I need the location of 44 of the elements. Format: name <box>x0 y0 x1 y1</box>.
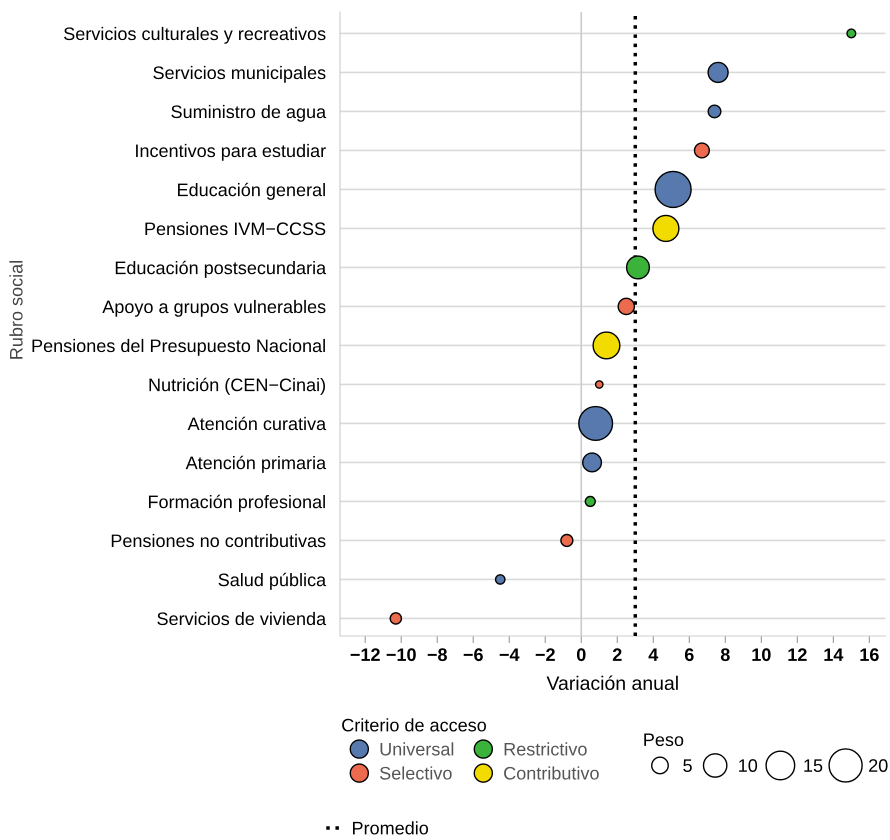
x-tick-label: 0 <box>576 648 586 662</box>
legend-label: Selectivo <box>380 766 452 780</box>
legend-label: 5 <box>683 759 692 772</box>
y-tick-label: Suministro de agua <box>171 104 326 122</box>
x-tick-label: 8 <box>720 648 730 662</box>
x-tick-label: 2 <box>612 648 622 661</box>
y-tick-label: Incentivos para estudiar <box>136 144 326 161</box>
x-axis-title: Variación anual <box>546 676 678 690</box>
y-tick-label: Atención primaria <box>186 456 326 473</box>
x-tick-label: −8 <box>428 648 447 662</box>
y-axis-title: Rubro social <box>9 261 23 359</box>
y-tick-label: Pensiones no contributivas <box>112 534 326 548</box>
legend-label: 10 <box>739 759 758 772</box>
legend-label: Promedio <box>353 821 428 835</box>
text: Peso <box>644 733 684 746</box>
y-tick-label: Pensiones del Presupuesto Nacional <box>32 338 325 356</box>
legend-label: 20 <box>869 759 888 772</box>
y-tick-label: Servicios municipales <box>153 66 326 83</box>
y-tick-label: Atención curativa <box>188 416 326 430</box>
y-tick-label: Servicios de vivienda <box>157 612 326 626</box>
y-tick-label: Servicios culturales y recreativos <box>64 26 326 44</box>
legend-title: Criterio de acceso <box>342 718 486 732</box>
x-tick-label: −10 <box>386 648 416 662</box>
x-tick-label: −12 <box>350 648 380 661</box>
x-tick-label: 4 <box>648 648 658 661</box>
y-tick-label: Apoyo a grupos vulnerables <box>102 300 326 317</box>
y-tick-label: Formación profesional <box>148 494 325 512</box>
legend-label: Universal <box>380 742 454 756</box>
x-tick-label: 10 <box>752 648 771 662</box>
y-tick-label: Salud pública <box>218 572 326 590</box>
legend-label: Restrictivo <box>504 742 587 756</box>
x-tick-label: −6 <box>464 648 483 662</box>
y-tick-label: Nutrición (CEN−Cinai) <box>150 378 325 395</box>
x-tick-label: −4 <box>500 648 520 661</box>
y-tick-label: Educación postsecundaria <box>116 260 326 278</box>
x-tick-label: 16 <box>860 648 879 662</box>
y-tick-label: Educación general <box>178 182 325 200</box>
x-tick-label: 14 <box>824 648 844 661</box>
x-tick-label: 12 <box>788 648 807 661</box>
x-tick-label: −2 <box>536 648 555 661</box>
y-tick-label: Pensiones IVM−CCSS <box>145 222 326 236</box>
legend-label: 15 <box>804 759 822 772</box>
x-tick-label: 6 <box>684 648 694 662</box>
legend-label: Contributivo <box>504 766 599 780</box>
